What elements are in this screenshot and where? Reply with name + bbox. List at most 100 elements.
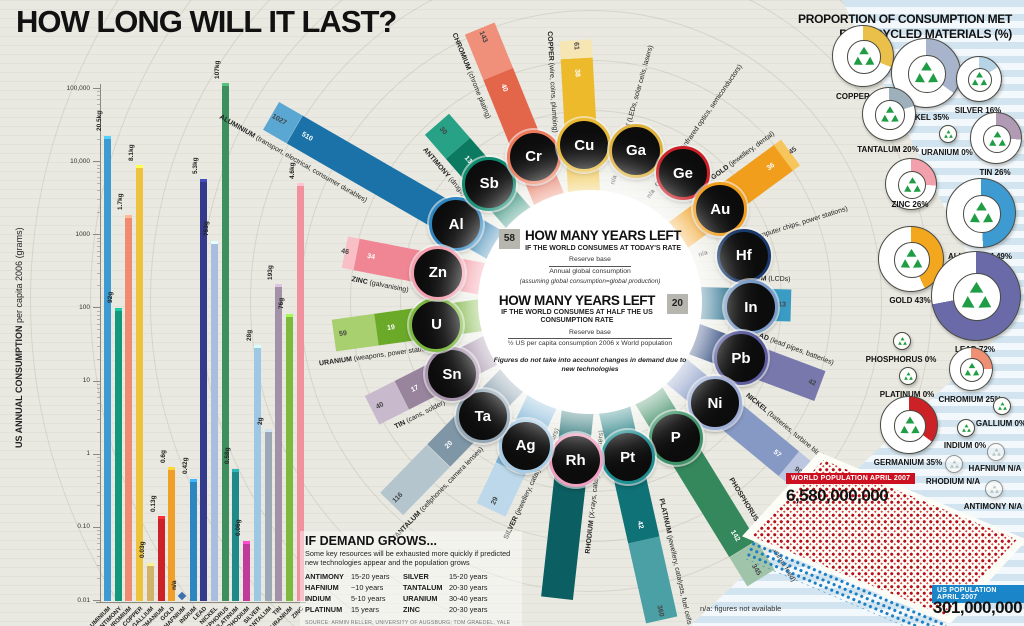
- demand-row: PLATINUM 15 years ZINC 20-30 years: [305, 605, 517, 616]
- y-axis-line: [100, 84, 101, 602]
- tin-icon: Sn: [425, 347, 480, 402]
- bar-cap: [114, 307, 122, 311]
- y-minor-tick: [97, 387, 101, 389]
- recycle-icon: [972, 72, 988, 86]
- demand-growth-card: IF DEMAND GROWS... Some key resources wi…: [300, 531, 522, 626]
- recycle-icon: [943, 129, 953, 138]
- y-minor-tick: [97, 139, 101, 141]
- donut-uranium: [939, 125, 957, 143]
- bar-aluminium: [104, 138, 111, 601]
- center-heading-today: HOW MANY YEARS LEFT: [524, 228, 682, 244]
- chromium-icon: Cr: [506, 129, 561, 184]
- y-minor-tick: [97, 358, 101, 360]
- phosphorus-icon: P: [648, 410, 703, 465]
- y-minor-tick: [97, 318, 101, 320]
- silver-icon: Ag: [498, 418, 553, 473]
- bar-cap: [253, 345, 261, 349]
- bar-tin: [275, 286, 283, 601]
- y-minor-tick: [97, 199, 101, 201]
- center-subheading-half-us: IF THE WORLD CONSUMES AT HALF THE US CON…: [501, 308, 653, 325]
- demand-material: TANTALUM: [403, 582, 443, 592]
- bar-chromium: [125, 217, 133, 601]
- donut-gold: [878, 226, 944, 292]
- bar-cap: [275, 284, 283, 288]
- y-tick-label: 0.01: [77, 596, 90, 604]
- donut-tin: [970, 112, 1022, 164]
- y-tick: [93, 88, 101, 90]
- y-minor-tick: [97, 323, 101, 325]
- bar-cap: [104, 135, 111, 139]
- antimony-icon: Sb: [462, 156, 517, 211]
- y-tick-label: 1: [86, 450, 90, 458]
- x-axis-line: [96, 602, 306, 603]
- donut-label-zinc: ZINC 26%: [891, 200, 929, 209]
- donut-platinum: [899, 367, 917, 385]
- donut-label-uranium: URANIUM 0%: [921, 148, 973, 157]
- donut-phosphorus: [893, 332, 911, 350]
- recycle-icon: [897, 336, 907, 345]
- example-value-today: 58: [498, 229, 520, 250]
- formula-half-us-denominator: ½ US per capita consumption 2006 x World…: [507, 340, 673, 348]
- recycle-icon: [881, 106, 899, 122]
- y-minor-tick: [97, 418, 101, 420]
- recycle-icon: [964, 362, 980, 376]
- donut-label-hafnium: HAFNIUM N/A: [968, 464, 1022, 473]
- y-tick: [93, 453, 101, 455]
- bar-copper: [136, 167, 144, 601]
- y-minor-tick: [97, 548, 101, 550]
- y-minor-tick: [97, 460, 101, 462]
- donut-label-platinum: PLATINUM 0%: [879, 390, 935, 399]
- donut-hafnium: [987, 443, 1005, 461]
- bar-cap: [221, 83, 229, 87]
- y-tick: [93, 234, 101, 236]
- y-tick: [93, 161, 101, 163]
- y-minor-tick: [97, 409, 101, 411]
- y-minor-tick: [97, 91, 101, 93]
- recycle-icon: [900, 416, 920, 434]
- y-minor-tick: [97, 555, 101, 557]
- us-population-value: 301,000,000: [933, 598, 1023, 617]
- y-minor-tick: [97, 99, 101, 101]
- bar-gold: [168, 469, 176, 601]
- bar-cap: [232, 468, 240, 472]
- donut-label-gold: GOLD 43%: [889, 296, 931, 305]
- y-tick-label: 10,000: [70, 157, 90, 165]
- y-minor-tick: [97, 543, 101, 545]
- donut-aluminium: [946, 178, 1016, 248]
- donut-label-silver: SILVER 16%: [954, 106, 1002, 115]
- recycle-icon: [970, 202, 994, 223]
- bar-cap: [285, 313, 293, 317]
- y-minor-tick: [97, 177, 101, 179]
- bar-cap: [264, 429, 272, 433]
- y-minor-tick: [97, 190, 101, 192]
- background-arc: [30, 0, 1024, 626]
- donut-gallium: [993, 397, 1011, 415]
- y-minor-tick: [97, 329, 101, 331]
- y-tick: [93, 600, 101, 601]
- donut-rhodium: [945, 455, 963, 473]
- donut-label-gallium: GALLIUM 0%: [975, 419, 1024, 428]
- center-circle: 58 HOW MANY YEARS LEFT IF THE WORLD CONS…: [478, 190, 702, 414]
- y-minor-tick: [97, 95, 101, 97]
- formula-today-numerator: Reserve base: [549, 256, 631, 267]
- y-minor-tick: [97, 245, 101, 247]
- donut-hole: [875, 100, 905, 130]
- demand-years: 5-10 years: [351, 593, 386, 603]
- y-minor-tick: [97, 431, 101, 433]
- lead-icon: Pb: [713, 331, 768, 386]
- bar-uranium: [285, 316, 293, 601]
- y-minor-tick: [97, 465, 101, 467]
- recycle-icon: [962, 282, 992, 309]
- donut-germanium: [880, 396, 938, 454]
- recycle-icon: [915, 62, 939, 83]
- donut-label-rhodium: RHODIUM N/A: [925, 477, 981, 486]
- bar-silver: [253, 347, 261, 601]
- demand-years: 30-40 years: [449, 593, 488, 603]
- recycle-icon: [853, 46, 875, 65]
- formula-half-us: Reserve base ½ US per capita consumption…: [507, 329, 673, 350]
- recycle-icon: [903, 371, 913, 380]
- tantalum-icon: Ta: [455, 389, 510, 444]
- y-minor-tick: [97, 345, 101, 347]
